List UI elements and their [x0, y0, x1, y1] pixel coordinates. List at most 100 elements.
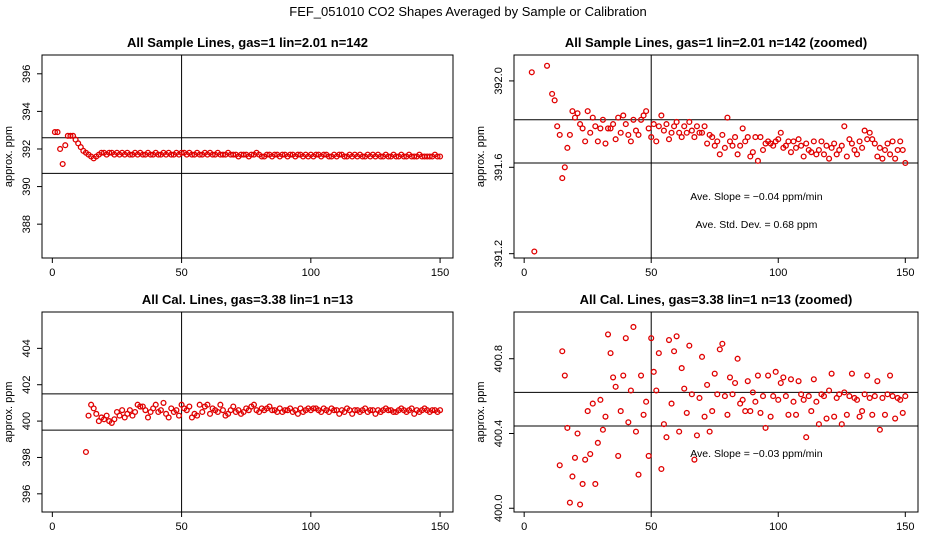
y-tick-label: 396	[21, 485, 33, 503]
data-point	[676, 428, 683, 435]
chart-panel-4: All Cal. Lines, gas=3.38 lin=1 n=13 (zoo…	[475, 292, 919, 533]
data-point	[691, 456, 698, 463]
data-point	[729, 142, 736, 149]
data-point	[561, 372, 568, 379]
data-point	[312, 151, 320, 158]
data-point	[341, 153, 348, 160]
data-point	[630, 323, 637, 331]
data-point	[271, 151, 278, 158]
data-point	[665, 336, 673, 344]
data-point	[810, 376, 817, 383]
data-point	[602, 140, 609, 147]
data-point	[566, 131, 573, 138]
x-tick-label: 50	[645, 267, 657, 279]
data-point	[258, 153, 265, 160]
data-point	[767, 413, 774, 420]
x-tick-label: 150	[431, 267, 449, 279]
data-point	[780, 374, 787, 381]
data-point	[551, 97, 558, 104]
data-point	[813, 398, 820, 405]
data-point	[622, 121, 629, 128]
data-point	[51, 129, 58, 136]
data-point	[632, 127, 640, 134]
data-point	[668, 129, 675, 136]
data-point	[582, 138, 589, 145]
data-point	[178, 149, 185, 156]
data-point	[594, 439, 601, 446]
data-point	[673, 118, 680, 125]
data-point	[805, 393, 812, 400]
data-point	[866, 129, 873, 136]
y-tick-label: 398	[21, 448, 33, 466]
data-point	[853, 151, 861, 158]
data-point	[668, 400, 675, 407]
data-point	[186, 403, 193, 410]
data-point	[281, 407, 289, 414]
chart-annotation: Ave. Std. Dev. = 0.68 ppm	[695, 219, 817, 231]
data-point	[800, 396, 807, 403]
data-point	[587, 129, 594, 136]
data-point	[627, 138, 634, 145]
data-point	[574, 110, 581, 117]
data-point	[815, 421, 822, 428]
data-point	[139, 151, 146, 158]
data-point	[902, 393, 909, 400]
data-point	[866, 394, 873, 402]
data-point	[747, 153, 754, 160]
data-point	[876, 144, 883, 151]
data-point	[142, 407, 149, 414]
data-point	[610, 121, 617, 128]
chart-annotation: Ave. Slope = −0.03 ppm/min	[690, 448, 822, 460]
data-point	[757, 409, 764, 416]
data-point	[240, 151, 247, 158]
data-point	[721, 393, 728, 400]
x-tick-label: 0	[49, 521, 55, 533]
data-point	[841, 389, 848, 396]
data-point	[648, 134, 655, 141]
data-point	[607, 125, 614, 132]
data-point	[660, 421, 667, 428]
data-point	[635, 471, 642, 478]
data-point	[823, 415, 830, 422]
data-point	[571, 454, 579, 461]
data-point	[859, 408, 866, 415]
data-point	[294, 151, 301, 158]
data-point	[82, 448, 89, 456]
data-point	[734, 151, 741, 158]
data-point	[556, 131, 563, 138]
y-tick-label: 390	[21, 177, 33, 195]
data-point	[426, 153, 433, 160]
data-point	[792, 411, 800, 418]
x-tick-label: 50	[645, 521, 657, 533]
data-point	[643, 108, 650, 115]
y-tick-label: 400.4	[493, 420, 505, 448]
data-point	[632, 428, 640, 435]
data-point	[604, 125, 612, 132]
data-point	[843, 411, 850, 418]
data-point	[168, 151, 175, 158]
data-point	[602, 413, 609, 420]
data-point	[836, 391, 843, 398]
data-point	[749, 149, 756, 156]
data-point	[561, 164, 568, 171]
data-point	[843, 153, 850, 160]
data-point	[204, 401, 211, 408]
data-point	[813, 151, 820, 158]
data-point	[196, 151, 203, 158]
data-point	[98, 149, 105, 156]
data-point	[119, 407, 126, 414]
data-point	[838, 142, 845, 149]
data-point	[599, 426, 606, 433]
data-point	[709, 408, 716, 415]
data-point	[615, 114, 622, 121]
data-point	[775, 136, 782, 143]
data-point	[331, 407, 338, 414]
data-point	[645, 452, 652, 459]
data-point	[194, 412, 201, 419]
data-point	[792, 144, 800, 151]
data-point	[584, 408, 591, 415]
x-tick-label: 100	[302, 267, 320, 279]
data-point	[655, 123, 662, 130]
data-point	[206, 410, 214, 417]
data-point	[640, 112, 647, 119]
